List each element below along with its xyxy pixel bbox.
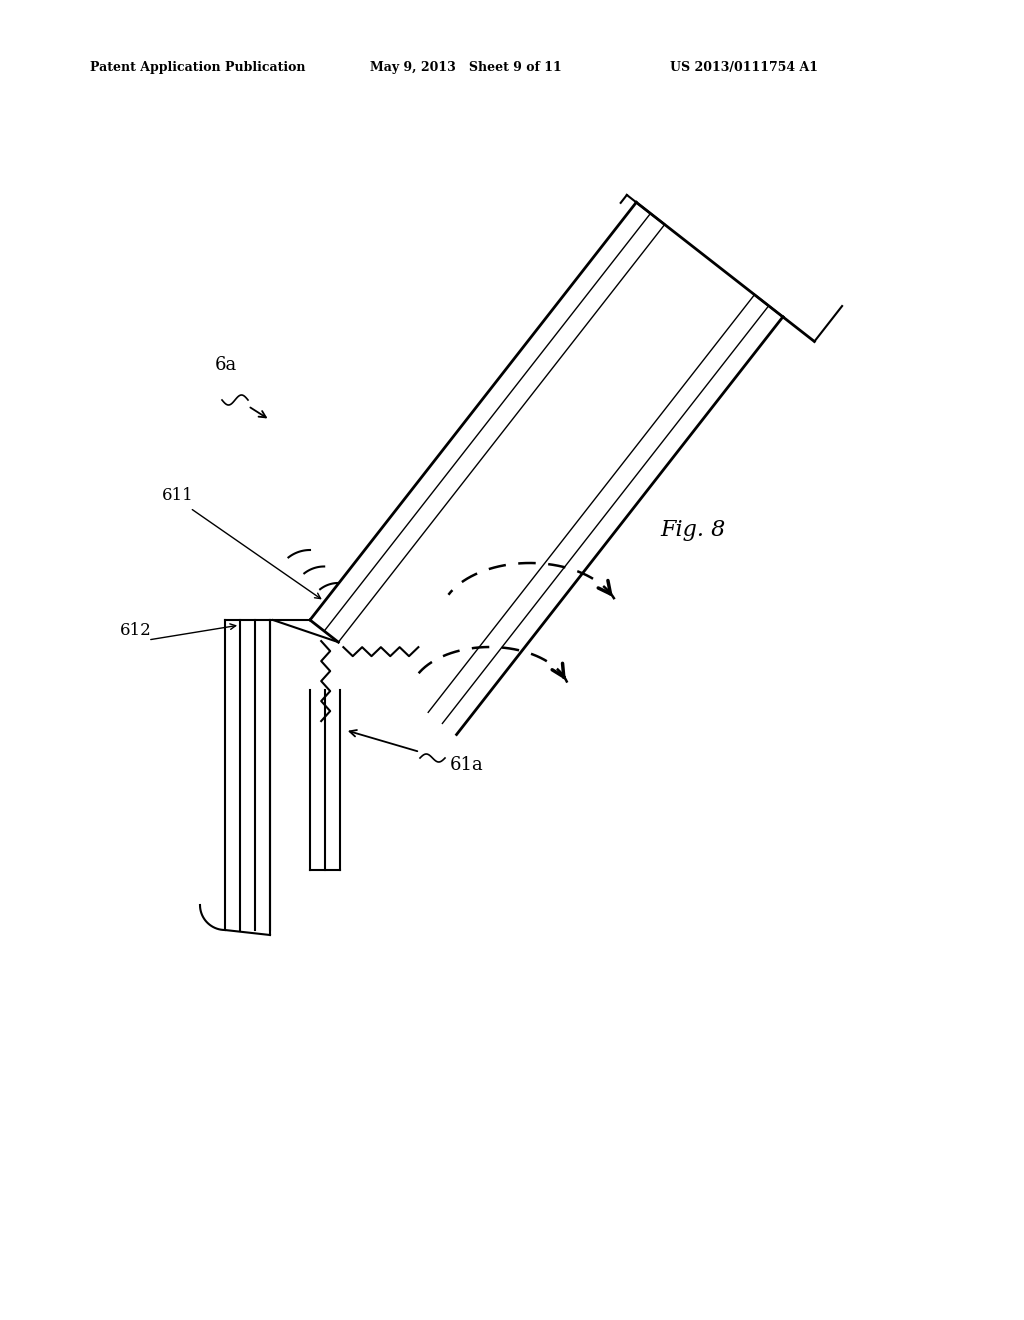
Text: US 2013/0111754 A1: US 2013/0111754 A1: [670, 62, 818, 74]
Polygon shape: [310, 202, 783, 734]
Text: 611: 611: [162, 487, 194, 504]
Polygon shape: [310, 690, 340, 870]
Text: Patent Application Publication: Patent Application Publication: [90, 62, 305, 74]
Text: 6a: 6a: [215, 356, 238, 374]
Text: Fig. 8: Fig. 8: [660, 519, 725, 541]
Text: 612: 612: [120, 622, 152, 639]
Text: 61a: 61a: [450, 756, 483, 774]
Text: May 9, 2013   Sheet 9 of 11: May 9, 2013 Sheet 9 of 11: [370, 62, 562, 74]
